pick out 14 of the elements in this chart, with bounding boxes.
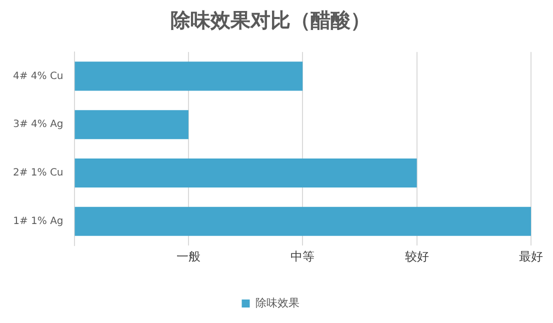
y-tick-label: 3# 4% Ag (13, 119, 64, 130)
bar (74, 158, 417, 188)
text: 最好 (519, 250, 543, 264)
text: 中等 (290, 250, 315, 264)
y-tick-label: 2# 1% Cu (12, 168, 64, 179)
chart-title: 除味效果对比（醋酸） (170, 8, 370, 32)
y-tick-label: 4# 4% Cu (12, 70, 64, 82)
legend-label: 除味效果 (255, 296, 300, 310)
text: 一般 (176, 250, 200, 264)
y-tick-label: 1# 1% Ag (13, 216, 64, 227)
text: 较好 (404, 250, 429, 264)
bar (74, 110, 188, 140)
bar (74, 206, 531, 236)
bar (74, 62, 303, 91)
